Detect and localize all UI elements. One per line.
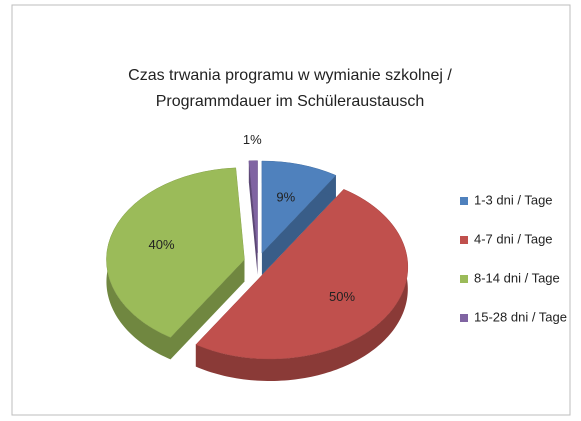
slice-side [195, 189, 408, 381]
legend-swatch [460, 197, 468, 205]
legend-label: 4-7 dni / Tage [474, 231, 553, 246]
pie-tops [106, 160, 409, 360]
slice-side [261, 175, 336, 276]
legend-swatch [460, 275, 468, 283]
slice [195, 189, 409, 360]
data-label: 40% [149, 237, 175, 252]
data-label: 9% [276, 190, 295, 205]
legend-swatch [460, 314, 468, 322]
chart-title: Programmdauer im Schüleraustausch [156, 93, 425, 110]
legend-label: 1-3 dni / Tage [474, 192, 553, 207]
legend-label: 15-28 dni / Tage [474, 309, 567, 324]
data-label: 50% [329, 289, 355, 304]
slice-side [248, 160, 258, 275]
slice [106, 167, 245, 338]
slice [248, 160, 258, 253]
slice-side [170, 259, 245, 360]
legend-label: 8-14 dni / Tage [474, 270, 560, 285]
data-label: 1% [243, 132, 262, 147]
slice [261, 160, 337, 254]
chart-title: Czas trwania programu w wymianie szkolne… [128, 67, 452, 84]
legend-swatch [460, 236, 468, 244]
